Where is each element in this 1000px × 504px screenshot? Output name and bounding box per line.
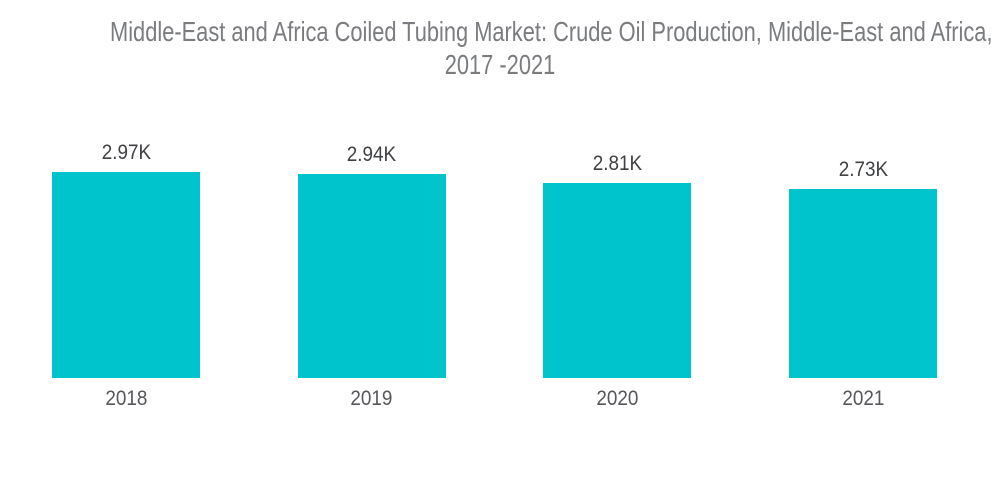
x-axis-category-label: 2021 — [841, 387, 884, 410]
chart-title-line-2: 2017 -2021 — [444, 49, 556, 80]
chart-title: Middle-East and Africa Coiled Tubing Mar… — [0, 15, 1000, 81]
bar-group: 2.81K 2020 — [543, 152, 692, 411]
bar — [297, 174, 446, 378]
bar-value-label: 2.94K — [346, 143, 397, 166]
bar-group: 2.94K 2019 — [297, 143, 446, 411]
bar — [543, 183, 692, 378]
bar-value-label: 2.73K — [838, 158, 888, 181]
x-axis-category-label: 2018 — [104, 387, 148, 410]
bar-value-label: 2.97K — [101, 141, 151, 164]
chart-title-line-1: Middle-East and Africa Coiled Tubing Mar… — [110, 16, 993, 47]
bar — [52, 172, 200, 378]
x-axis-category-label: 2020 — [596, 387, 639, 410]
bar-value-label: 2.81K — [592, 152, 643, 175]
bar — [788, 189, 937, 378]
bar-chart: 2.97K 2018 2.94K 2019 2.81K 2020 2.73K 2021 — [52, 141, 937, 411]
bar-group: 2.73K 2021 — [788, 158, 937, 411]
bar-group: 2.97K 2018 — [52, 141, 200, 411]
x-axis-category-label: 2019 — [350, 387, 393, 410]
